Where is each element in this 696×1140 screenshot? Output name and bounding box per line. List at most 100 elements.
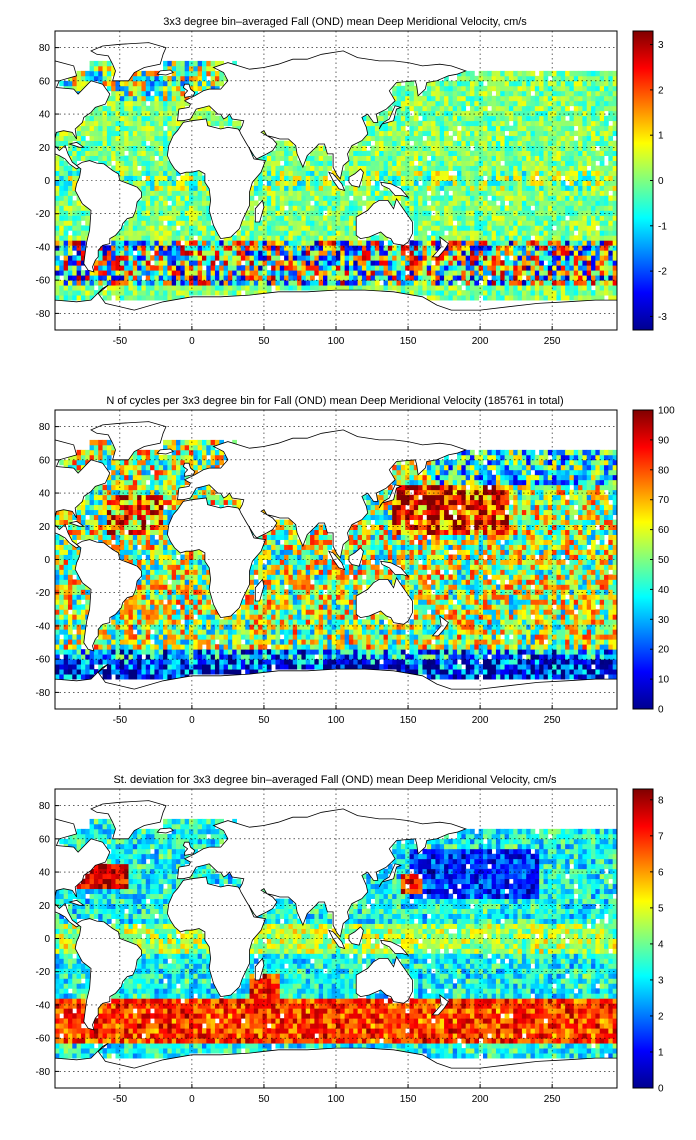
heatmap-cell (193, 275, 199, 281)
heatmap-cell (102, 644, 108, 650)
heatmap-cell (145, 240, 151, 246)
heatmap-cell (491, 280, 497, 286)
heatmap-cell (106, 65, 112, 72)
heatmap-cell (487, 245, 493, 251)
heatmap-cell (180, 280, 186, 286)
heatmap-cell (80, 499, 86, 506)
heatmap-cell (366, 260, 371, 266)
heatmap-cell (348, 240, 354, 246)
heatmap-cell (418, 210, 423, 216)
heatmap-cell (383, 185, 389, 191)
heatmap-cell (582, 210, 588, 216)
heatmap-cell (353, 210, 359, 216)
heatmap-cell (128, 145, 134, 151)
heatmap-cell (85, 215, 90, 221)
heatmap-cell (552, 250, 557, 256)
heatmap-cell (526, 240, 531, 246)
heatmap-cell (76, 210, 82, 216)
heatmap-cell (111, 250, 116, 256)
heatmap-cell (569, 190, 575, 196)
heatmap-cell (392, 140, 397, 147)
heatmap-cell (132, 215, 138, 221)
heatmap-cell (331, 230, 337, 236)
heatmap-cell (158, 125, 164, 132)
heatmap-cell (275, 205, 281, 211)
heatmap-cell (344, 225, 350, 231)
heatmap-cell (534, 95, 540, 102)
heatmap-cell (206, 70, 212, 77)
heatmap-cell (452, 125, 458, 132)
heatmap-cell (470, 245, 475, 251)
heatmap-cell (608, 290, 614, 296)
heatmap-cell (132, 85, 138, 92)
heatmap-cell (591, 190, 596, 196)
heatmap-cell (608, 80, 614, 87)
heatmap-cell (547, 260, 553, 266)
heatmap-cell (573, 100, 579, 107)
heatmap-cell (197, 205, 203, 211)
heatmap-cell (526, 160, 531, 166)
heatmap-cell (171, 95, 177, 102)
heatmap-cell (448, 150, 454, 156)
heatmap-cell (582, 140, 588, 147)
heatmap-cell (67, 599, 73, 605)
heatmap-cell (85, 220, 90, 226)
heatmap-cell (249, 255, 255, 261)
heatmap-cell (124, 280, 129, 286)
heatmap-cell (470, 165, 475, 171)
heatmap-cell (262, 175, 268, 181)
heatmap-cell (72, 454, 78, 461)
heatmap-cell (508, 75, 514, 82)
heatmap-cell (457, 240, 462, 246)
heatmap-cell (500, 75, 505, 82)
heatmap-cell (461, 175, 467, 181)
heatmap-cell (383, 195, 389, 201)
heatmap-cell (500, 205, 505, 211)
heatmap-cell (374, 245, 380, 251)
heatmap-cell (353, 215, 359, 221)
heatmap-cell (582, 115, 588, 122)
heatmap-cell (383, 190, 389, 196)
heatmap-cell (158, 205, 164, 211)
heatmap-cell (517, 270, 523, 276)
heatmap-cell (214, 60, 220, 67)
heatmap-cell (448, 90, 454, 97)
heatmap-cell (500, 215, 505, 221)
heatmap-cell (465, 155, 471, 161)
heatmap-cell (608, 90, 614, 97)
heatmap-cell (444, 160, 449, 166)
heatmap-cell (461, 70, 467, 77)
heatmap-cell (465, 175, 471, 181)
heatmap-cell (530, 190, 536, 196)
heatmap-cell (495, 160, 501, 166)
heatmap-cell (448, 230, 454, 236)
heatmap-cell (171, 180, 177, 186)
heatmap-cell (193, 240, 199, 246)
heatmap-cell (560, 260, 566, 266)
heatmap-cell (318, 235, 324, 241)
heatmap-cell (379, 175, 384, 181)
heatmap-cell (262, 285, 268, 291)
heatmap-cell (508, 170, 514, 176)
heatmap-cell (336, 210, 341, 216)
heatmap-cell (595, 220, 601, 226)
heatmap-cell (457, 100, 462, 107)
heatmap-cell (422, 275, 428, 281)
heatmap-cell (106, 444, 112, 451)
heatmap-cell (586, 240, 592, 246)
heatmap-cell (67, 559, 73, 565)
heatmap-cell (405, 205, 410, 211)
heatmap-cell (595, 230, 601, 236)
heatmap-cell (452, 155, 458, 161)
heatmap-cell (171, 265, 177, 271)
heatmap-cell (158, 145, 164, 151)
heatmap-cell (543, 200, 549, 206)
heatmap-cell (435, 110, 441, 117)
heatmap-cell (141, 170, 147, 176)
heatmap-cell (89, 275, 95, 281)
heatmap-cell (547, 195, 553, 201)
heatmap-cell (366, 140, 371, 147)
heatmap-cell (102, 649, 108, 655)
heatmap-cell (474, 295, 480, 301)
heatmap-cell (314, 160, 320, 166)
